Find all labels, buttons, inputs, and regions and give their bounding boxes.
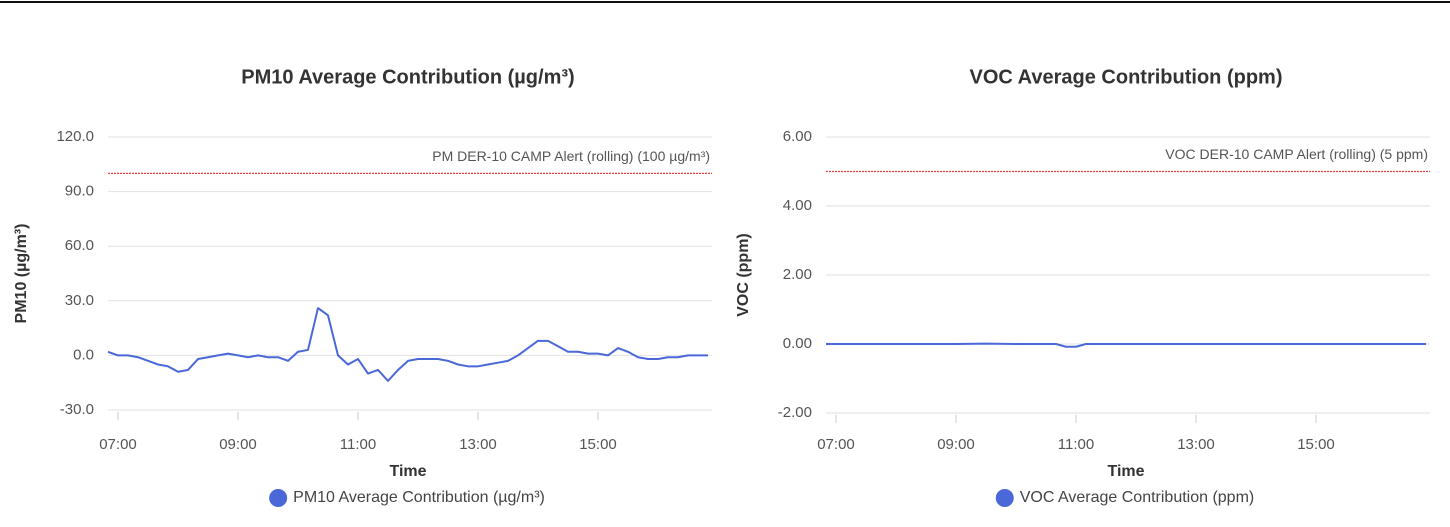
x-axis-label: Time — [389, 463, 426, 480]
threshold-label: PM DER-10 CAMP Alert (rolling) (100 µg/m… — [432, 148, 710, 164]
x-tick-label: 15:00 — [579, 436, 617, 453]
chart-title: VOC Average Contribution (ppm) — [970, 66, 1283, 88]
x-axis-label: Time — [1107, 463, 1144, 480]
x-tick-label: 07:00 — [817, 436, 855, 453]
data-line — [826, 342, 1426, 348]
y-tick-label: 0.00 — [783, 335, 812, 352]
y-axis-label: VOC (ppm) — [735, 233, 752, 317]
y-axis-label: PM10 (µg/m³) — [13, 224, 30, 324]
legend-label: PM10 Average Contribution (µg/m³) — [293, 489, 545, 506]
y-tick-label: 90.0 — [65, 183, 94, 200]
x-tick-label: 09:00 — [937, 436, 975, 453]
y-tick-label: 30.0 — [65, 292, 94, 309]
data-line — [107, 307, 708, 382]
y-tick-label: 2.00 — [783, 266, 812, 283]
x-tick-label: 13:00 — [459, 436, 497, 453]
x-tick-label: 13:00 — [1177, 436, 1215, 453]
legend-marker — [269, 489, 288, 507]
x-tick-label: 15:00 — [1297, 436, 1335, 453]
y-tick-label: 0.0 — [73, 346, 94, 363]
legend-label: VOC Average Contribution (ppm) — [1020, 489, 1254, 506]
x-tick-label: 09:00 — [219, 436, 257, 453]
threshold-label: VOC DER-10 CAMP Alert (rolling) (5 ppm) — [1165, 146, 1428, 162]
y-tick-label: 60.0 — [65, 237, 94, 254]
x-tick-label: 11:00 — [340, 436, 376, 453]
legend-marker — [995, 489, 1014, 507]
y-tick-label: -30.0 — [60, 401, 94, 418]
y-tick-label: 6.00 — [783, 128, 812, 145]
y-tick-label: 120.0 — [56, 128, 94, 145]
x-tick-label: 07:00 — [99, 436, 137, 453]
chart-title: PM10 Average Contribution (µg/m³) — [241, 66, 574, 88]
x-tick-label: 11:00 — [1058, 436, 1094, 453]
y-tick-label: 4.00 — [783, 197, 812, 214]
y-tick-label: -2.00 — [778, 404, 812, 421]
